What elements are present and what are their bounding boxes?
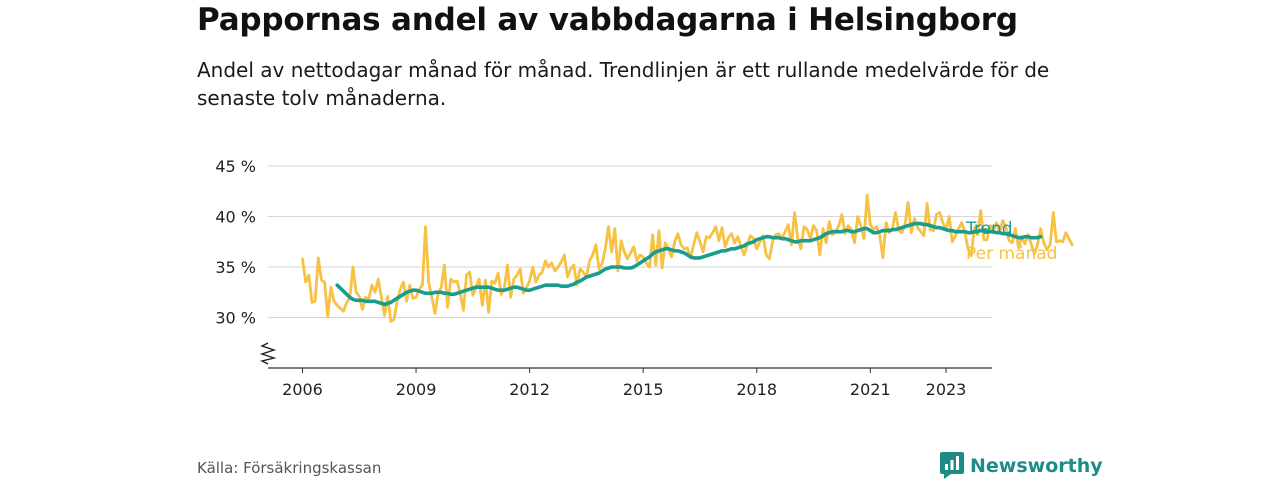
trend-line [335,221,1043,307]
y-tick-label: 45 % [215,157,256,176]
x-tick-label: 2018 [736,380,777,399]
chart-subtitle: Andel av nettodagar månad för månad. Tre… [197,58,1050,110]
x-tick-label: 2012 [509,380,550,399]
axis-break-icon [259,342,277,365]
legend-label-monthly: Per månad [966,243,1057,264]
legend-label-trend: Trend [965,219,1013,239]
y-tick-label: 35 % [215,258,256,277]
x-tick-label: 2021 [850,380,891,399]
y-axis: 30 % 35 % 40 % 45 % [215,157,277,365]
x-tick-label: 2009 [396,380,437,399]
newsworthy-logo-icon [940,452,964,479]
x-tick-label: 2023 [926,380,967,399]
gridlines [268,165,992,318]
x-axis: 2006 2009 2012 2015 2018 2021 2023 [268,367,992,399]
x-tick-label: 2006 [282,380,323,399]
series-lines [301,193,1074,323]
y-tick-label: 40 % [215,208,256,227]
brand-name: Newsworthy [970,454,1103,477]
brand-logo[interactable]: Newsworthy [940,452,1103,479]
series-labels: Per månad Trend [965,219,1057,264]
chart-title: Pappornas andel av vabbdagarna i Helsing… [197,2,1018,38]
y-tick-label: 30 % [215,309,256,328]
source-note: Källa: Försäkringskassan [197,459,382,477]
monthly-line [301,193,1074,323]
x-tick-label: 2015 [623,380,664,399]
